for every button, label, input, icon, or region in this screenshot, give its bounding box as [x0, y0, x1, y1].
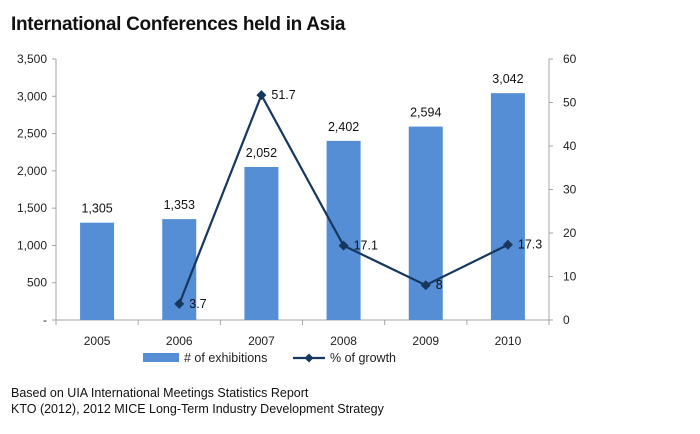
growth-point-marker: [256, 90, 267, 101]
bar-data-label: 1,353: [164, 198, 195, 212]
bar-data-label: 2,594: [410, 106, 441, 120]
bar-data-label: 1,305: [81, 202, 112, 216]
left-y-tick-label: 500: [27, 276, 47, 290]
bar-data-label: 3,042: [492, 72, 523, 86]
left-y-tick-label: 2,500: [17, 127, 47, 141]
bar-data-label: 2,052: [246, 146, 277, 160]
x-tick-label: 2009: [412, 334, 439, 348]
right-y-tick-label: 30: [563, 183, 577, 197]
x-tick-label: 2005: [84, 334, 111, 348]
legend-label-exhibitions: # of exhibitions: [184, 351, 267, 365]
left-y-tick-label: 2,000: [17, 164, 47, 178]
bar: [490, 93, 525, 320]
chart-title: International Conferences held in Asia: [11, 14, 346, 35]
legend-swatch-exhibitions: [143, 353, 179, 362]
growth-data-label: 17.3: [518, 238, 542, 252]
growth-data-label: 3.7: [189, 297, 206, 311]
growth-data-label: 51.7: [271, 88, 295, 102]
source-note: Based on UIA International Meetings Stat…: [11, 385, 384, 417]
right-y-tick-label: 50: [563, 96, 577, 110]
x-tick-label: 2010: [495, 334, 522, 348]
right-y-tick-label: 60: [563, 52, 577, 66]
left-y-tick-label: 1,500: [17, 201, 47, 215]
x-tick-label: 2008: [330, 334, 357, 348]
legend-label-growth: % of growth: [330, 351, 396, 365]
growth-point-marker: [338, 240, 349, 251]
growth-data-label: 17.1: [354, 239, 378, 253]
growth-point-marker: [174, 298, 185, 309]
bar-data-label: 2,402: [328, 120, 359, 134]
growth-point-marker: [502, 239, 513, 250]
left-y-tick-label: 1,000: [17, 238, 47, 252]
growth-data-label: 8: [436, 278, 443, 292]
source-line-1: Based on UIA International Meetings Stat…: [11, 386, 309, 400]
x-tick-label: 2006: [166, 334, 193, 348]
left-y-tick-label: -: [43, 313, 47, 327]
growth-point-marker: [420, 280, 431, 291]
left-y-tick-label: 3,500: [17, 52, 47, 66]
bar: [80, 222, 115, 320]
source-line-2: KTO (2012), 2012 MICE Long-Term Industry…: [11, 402, 384, 416]
right-y-tick-label: 40: [563, 139, 577, 153]
bar: [244, 166, 279, 320]
right-y-tick-label: 20: [563, 226, 577, 240]
x-tick-label: 2007: [248, 334, 275, 348]
right-y-tick-label: 0: [563, 313, 570, 327]
legend-swatch-growth-marker: [304, 353, 314, 363]
left-y-tick-label: 3,000: [17, 89, 47, 103]
right-y-tick-label: 10: [563, 270, 577, 284]
bar: [326, 140, 361, 320]
